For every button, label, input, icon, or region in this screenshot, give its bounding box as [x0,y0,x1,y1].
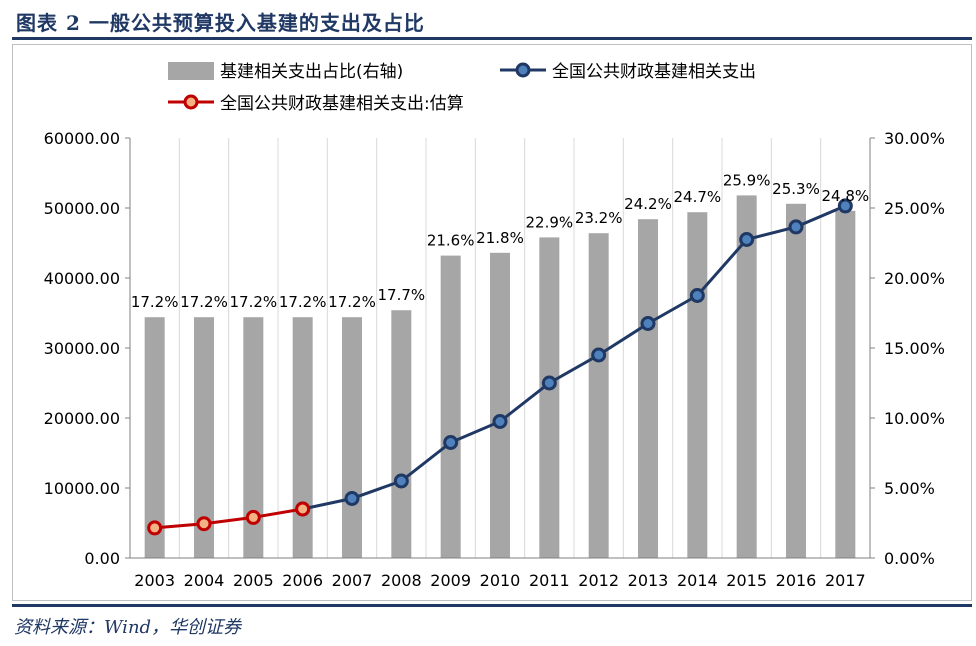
x-tick-label: 2005 [233,571,274,590]
x-tick-label: 2012 [578,571,619,590]
bar-2011 [539,237,560,558]
bar-2009 [440,255,461,558]
series-1-point-2006 [295,501,311,517]
bar-series [144,195,856,559]
series-line-1 [154,507,303,530]
right-tick-label: 20.00% [884,269,945,288]
x-tick-label: 2011 [529,571,570,590]
series-0-point-2015 [739,232,755,247]
bar-2015 [736,195,757,558]
right-tick-label: 15.00% [884,339,945,358]
legend-swatch-bar [168,62,214,80]
series-0-point-2014 [689,288,705,303]
left-tick-label: 60000.00 [44,129,120,148]
series-0-point-2013 [640,316,656,331]
bar-2005 [243,317,264,558]
line-series [147,198,853,536]
header-rule [12,37,972,40]
bar-data-label: 24.8% [822,187,870,205]
bar-2007 [342,317,362,558]
source-note: 资料来源：Wind，华创证券 [14,617,242,638]
legend-marker-red [183,94,199,110]
chart-frame [12,44,972,601]
x-tick-label: 2007 [332,571,373,590]
x-tick-label: 2006 [282,571,323,590]
bar-2010 [490,252,510,559]
bar-2012 [588,233,609,558]
right-tick-label: 25.00% [884,199,945,218]
series-0-point-2011 [541,375,557,391]
legend-label-bar: 基建相关支出占比(右轴) [220,62,403,82]
x-tick-label: 2017 [825,571,866,590]
bar-data-label: 17.2% [328,293,376,311]
series-1-point-2004 [196,516,212,532]
right-tick-label: 0.00% [884,549,935,568]
bar-data-label: 24.7% [674,188,722,206]
x-tick-label: 2016 [776,571,817,590]
series-0-point-2017 [837,198,853,214]
figure-header: 图表 2 一般公共预算投入基建的支出及占比 [12,4,972,36]
left-tick-label: 40000.00 [44,269,120,288]
bar-data-label: 24.2% [624,195,672,213]
bar-data-label: 25.9% [723,171,771,189]
left-tick-label: 0.00 [84,549,120,568]
right-tick-label: 10.00% [884,409,945,428]
bar-2004 [194,317,214,558]
series-0-point-2012 [591,347,607,363]
series-0-point-2008 [393,473,409,489]
x-tick-label: 2009 [430,571,471,590]
bar-data-label: 17.2% [131,293,179,311]
bar-data-label: 21.8% [476,229,524,247]
x-tick-label: 2004 [184,571,225,590]
left-tick-label: 10000.00 [44,479,120,498]
footer-rule [12,604,972,607]
bar-2008 [391,310,412,558]
legend-label-red: 全国公共财政基建相关支出:估算 [220,94,464,114]
series-0-point-2009 [443,435,459,450]
legend-marker-navy [515,62,531,78]
bar-2003 [144,317,165,558]
bar-2014 [687,212,708,558]
axes: 0.00 10000.00 20000.00 30000.00 40000.00 5000… [44,129,945,590]
left-tick-label: 20000.00 [44,409,120,428]
x-tick-label: 2014 [677,571,718,590]
series-line-0 [302,204,846,511]
bar-data-label: 17.2% [279,293,327,311]
bar-data-label: 25.3% [772,180,820,198]
bar-2016 [786,203,806,559]
x-tick-label: 2015 [726,571,767,590]
left-tick-label: 50000.00 [44,199,120,218]
data-labels: 17.2% 17.2% 17.2% 17.2% 17.2% 17.7%21.6% 21.8%… [131,171,869,311]
bar-data-label: 17.7% [378,286,426,304]
right-tick-label: 30.00% [884,129,945,148]
bar-2017 [835,210,856,559]
x-tick-label: 2003 [134,571,175,590]
legend-label-navy: 全国公共财政基建相关支出 [552,62,756,82]
bar-2006 [292,317,313,558]
bar-data-label: 21.6% [427,232,475,250]
bar-data-label: 23.2% [575,209,623,227]
left-tick-label: 30000.00 [44,339,120,358]
x-tick-label: 2008 [381,571,422,590]
x-tick-label: 2013 [628,571,669,590]
series-1-point-2005 [245,509,261,525]
series-0-point-2007 [344,491,360,506]
series-0-point-2016 [788,219,804,235]
figure-title: 图表 2 一般公共预算投入基建的支出及占比 [16,11,425,35]
bar-data-label: 22.9% [526,213,574,231]
x-tick-label: 2010 [480,571,521,590]
series-1-point-2003 [147,520,163,536]
series-0-point-2010 [492,414,508,429]
bar-data-label: 17.2% [230,293,278,311]
right-tick-label: 5.00% [884,479,935,498]
bar-data-label: 17.2% [180,293,228,311]
bar-2013 [638,219,658,558]
